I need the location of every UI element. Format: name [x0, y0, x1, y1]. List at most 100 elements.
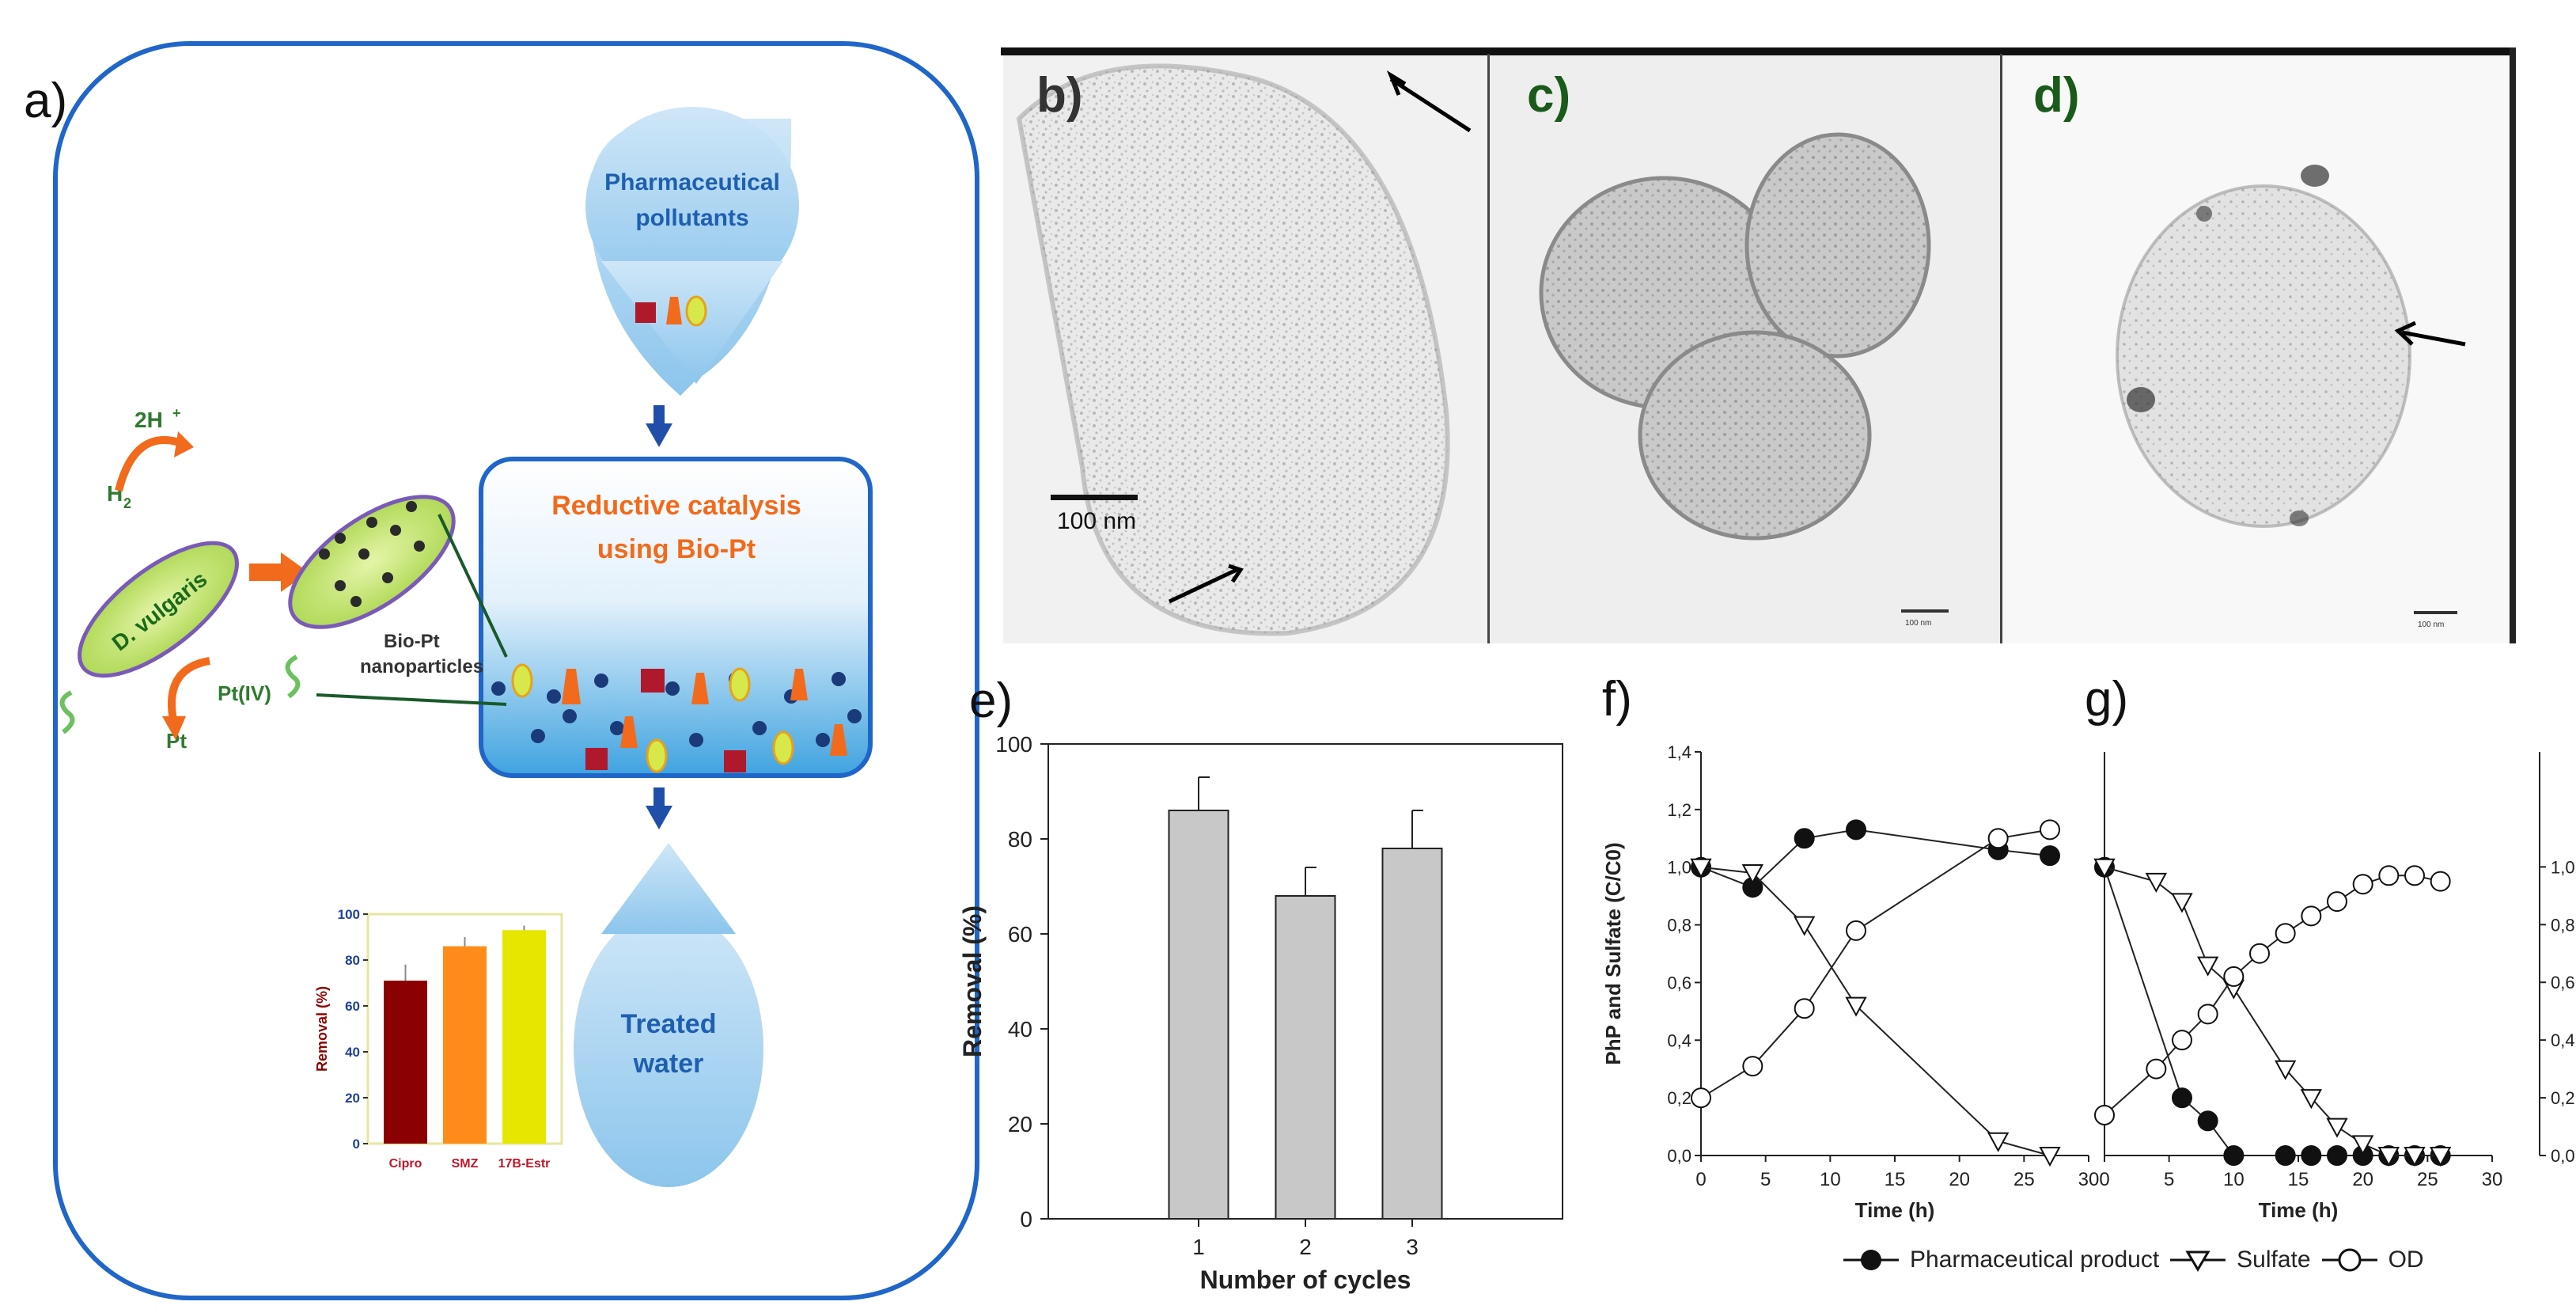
inset-bar [384, 981, 427, 1144]
cell-d [2116, 184, 2411, 528]
proton-label: 2H [134, 408, 163, 432]
g-xtick-label: 25 [2417, 1169, 2438, 1190]
g-data-point [2196, 956, 2219, 977]
g-data-point [2145, 872, 2168, 894]
e-ytick-label: 60 [1008, 922, 1032, 947]
bacterial-cell-b [1016, 63, 1450, 636]
g-data-point [2094, 1104, 2115, 1125]
inset-ytick-label: 60 [345, 999, 360, 1014]
f-ytick-label: 1,2 [1667, 800, 1691, 820]
tem-image-d: 100 nm [2002, 55, 2510, 643]
f-ytick-label: 1,0 [1667, 858, 1691, 878]
cell-c-2 [1744, 132, 1931, 359]
f-xtick-label: 20 [1949, 1169, 1970, 1190]
g-data-point [2404, 865, 2425, 886]
inset-ytick-label: 80 [345, 953, 360, 968]
g-data-point [2301, 1145, 2322, 1166]
reactor-title-2: using Bio-Pt [597, 534, 756, 564]
f-data-point [1987, 1132, 2010, 1152]
f-data-point [1690, 858, 1712, 878]
schematic-frame [53, 41, 979, 1300]
panel-label-g: g) [2085, 672, 2129, 727]
f-series-line [1700, 866, 2051, 1156]
f-ytick-label: 0,2 [1667, 1088, 1691, 1108]
g-xlabel: Time (h) [2259, 1198, 2339, 1222]
svg-text:+: + [172, 405, 181, 421]
g-data-point [2429, 1147, 2452, 1167]
g-y2tick-label: 1,0 [2551, 857, 2575, 877]
arrow-b-top [1386, 70, 1407, 96]
f-xtick-label: 0 [1695, 1169, 1706, 1190]
f-data-point [1846, 819, 1866, 841]
g-data-point [2352, 874, 2373, 895]
f-data-point [1846, 920, 1866, 941]
panel-label-a: a) [24, 74, 68, 128]
tem-right-border [2510, 47, 2516, 643]
f-xtick-label: 15 [1885, 1169, 1906, 1190]
f-data-point [1845, 996, 1867, 1017]
legend-od-icon [2321, 1248, 2377, 1272]
treated-water-drop [574, 910, 763, 1187]
down-arrow-1 [646, 423, 672, 447]
g-data-point [2197, 1004, 2218, 1025]
e-ytick-label: 40 [1008, 1017, 1032, 1042]
scale-bar-d [2414, 611, 2457, 614]
tank-particles [491, 663, 862, 773]
inset-ytick-label: 20 [345, 1091, 360, 1106]
e-xtick-label: 3 [1406, 1235, 1419, 1259]
inset-category-label: SMZ [452, 1157, 479, 1171]
g-xtick-label: 20 [2352, 1169, 2373, 1190]
g-series-line [2104, 867, 2441, 1156]
f-xtick-label: 30 [2078, 1169, 2100, 1190]
inset-ytick-label: 100 [338, 907, 360, 922]
g-data-point [2223, 1145, 2245, 1166]
inset-ylabel: Removal (%) [314, 986, 330, 1072]
g-xtick-label: 15 [2288, 1169, 2309, 1190]
biopt-label-2: nanoparticles [360, 656, 483, 677]
pollutant-oval [685, 295, 707, 327]
bio-pt-cell [285, 495, 456, 699]
f-ylabel: PhP and Sulfate (C/C0) [1601, 842, 1625, 1064]
g-data-point [2327, 1145, 2347, 1166]
g-data-point [2404, 1147, 2426, 1167]
g-data-point [2301, 905, 2322, 927]
g-data-point [2326, 1118, 2348, 1138]
f-ytick-label: 0,6 [1667, 973, 1691, 992]
biopt-label-1: Bio-Pt [384, 631, 440, 652]
inset-category-label: 17B-Estr [498, 1157, 551, 1171]
chart-fg: 0 5 10 15 20 25 30 Time (h) 0,0 0,2 0,4 0,6 0,8 1,0 1,… [1601, 742, 2575, 1222]
schematic-panel: Pharmaceutical pollutants Reductive cata… [53, 41, 979, 1300]
panel-label-d: d) [2033, 68, 2080, 123]
tem-divider-1 [1487, 54, 1490, 643]
f-data-point [1793, 916, 1816, 936]
panel-label-e: e) [969, 674, 1013, 728]
pt-reduction-arrow [168, 657, 210, 726]
scale-bar-c [1901, 609, 1949, 613]
e-ytick-label: 100 [995, 732, 1032, 757]
e-ytick-label: 20 [1008, 1112, 1032, 1137]
e-xtick-label: 1 [1192, 1235, 1205, 1259]
f-xtick-label: 25 [2013, 1169, 2035, 1190]
f-data-point [2040, 845, 2060, 867]
e-xlabel: Number of cycles [1200, 1266, 1411, 1294]
g-data-point [2275, 1145, 2296, 1166]
arrow-b-bottom [1228, 564, 1244, 583]
g-y2tick-label: 0,8 [2551, 915, 2575, 935]
pollutant-square [635, 302, 656, 323]
g-xtick-label: 30 [2482, 1169, 2503, 1190]
g-data-point [2172, 1087, 2192, 1109]
f-data-point [1794, 828, 1815, 849]
inset-bar [443, 946, 487, 1144]
chart-e: 0 20 40 60 80 100 Removal (%) 1 2 3 Number of cycl… [958, 732, 1563, 1294]
f-data-point [2040, 819, 2060, 841]
panel-label-b: b) [1036, 68, 1083, 123]
f-ytick-label: 0,4 [1667, 1030, 1691, 1050]
g-xtick-label: 0 [2099, 1169, 2109, 1190]
g-data-point [2351, 1135, 2374, 1156]
panel-label-f: f) [1602, 672, 1632, 727]
e-bar [1168, 810, 1229, 1220]
legend-od: OD [2388, 1247, 2424, 1273]
treated-title-1: Treated [621, 1009, 717, 1039]
g-data-point [2093, 858, 2116, 878]
g-data-point [2171, 893, 2193, 913]
